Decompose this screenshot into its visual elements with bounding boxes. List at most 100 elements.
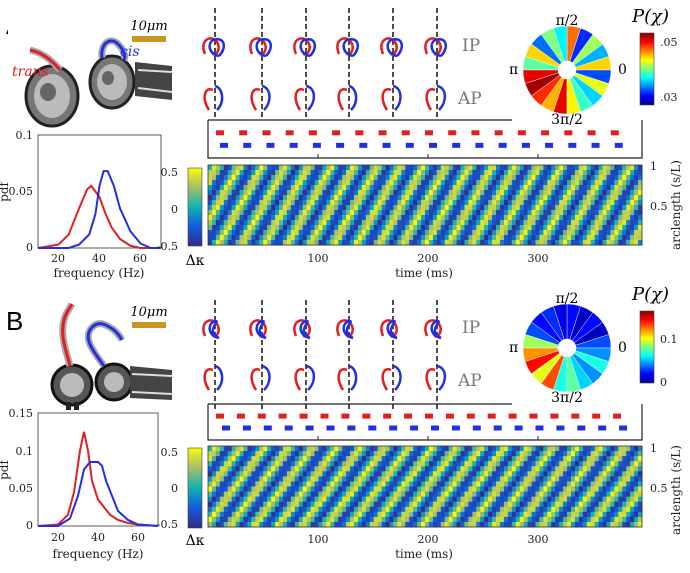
kymo-cell — [413, 225, 418, 231]
kymo-cell — [440, 501, 446, 508]
kymo-cell — [338, 516, 343, 523]
kymo-cell — [610, 521, 615, 528]
kymo-cell — [271, 446, 276, 452]
kymo-cell — [286, 225, 292, 231]
kymo-cell — [361, 491, 367, 498]
kymo-cell — [464, 190, 469, 196]
kymo-cell — [523, 165, 529, 171]
kymo-cell — [310, 225, 316, 231]
kymo-cell — [527, 230, 533, 236]
kymo-cell — [243, 446, 248, 452]
kymo-cell — [567, 476, 572, 482]
kymo-cell — [492, 511, 497, 518]
kymo-cell — [326, 170, 331, 176]
kymo-cell — [417, 451, 422, 457]
kymo-cell — [417, 466, 422, 472]
kymo-cell — [377, 170, 383, 176]
kymo-cell — [436, 506, 442, 513]
kymo-cell — [275, 185, 280, 191]
raster-dash-red — [341, 413, 350, 419]
kymo-cell — [282, 180, 288, 186]
kymo-cell — [602, 170, 607, 176]
kymo-cell — [401, 456, 406, 462]
kymo-cell — [357, 180, 363, 186]
kymo-cell — [626, 190, 631, 196]
kymo-cell — [275, 200, 280, 206]
kymo-cell — [223, 476, 229, 482]
kymo-cell — [330, 456, 335, 462]
kymo-cell — [519, 170, 525, 176]
kymo-cell — [231, 466, 237, 472]
kymo-cell — [286, 180, 292, 186]
kymo-cell — [251, 230, 256, 236]
kymo-cell — [263, 456, 268, 462]
kymo-cell — [523, 456, 529, 462]
trans-flagellum — [380, 37, 398, 56]
kymo-cell — [460, 496, 465, 503]
kymo-cell — [515, 170, 521, 176]
kymo-cell — [235, 165, 241, 171]
kymo-cell — [353, 210, 359, 216]
raster-dash-red — [610, 130, 619, 136]
kymo-cell — [393, 476, 398, 482]
kymo-cell — [539, 180, 544, 186]
kymo-cell — [385, 466, 390, 472]
kymo-cell — [460, 491, 465, 498]
kymo-cell — [290, 496, 296, 503]
kymo-cell — [338, 456, 343, 462]
kymo-cell — [578, 165, 584, 171]
kymo-cell — [393, 521, 398, 528]
kymo-cell — [298, 476, 304, 482]
kymo-cell — [279, 501, 284, 508]
kymo-cell — [259, 215, 264, 221]
kymo-cell — [440, 516, 446, 523]
kymo-cell — [405, 165, 410, 171]
kymo-cell — [239, 476, 245, 482]
kymo-cell — [314, 180, 319, 186]
kymo-cell — [570, 190, 576, 196]
kymo-cell — [369, 491, 375, 498]
kymo-cell — [515, 175, 521, 181]
kymo-cell — [492, 230, 497, 236]
cis-label: cis — [120, 44, 140, 60]
kymo-cell — [488, 476, 493, 482]
kymo-cell — [578, 461, 584, 467]
kymo-cell — [251, 511, 256, 518]
kymo-cell — [314, 175, 319, 181]
kymo-cell — [405, 481, 410, 487]
kymo-cell — [306, 170, 312, 176]
cis-flagellum — [305, 84, 316, 111]
kymo-cell — [208, 175, 213, 181]
kymo-cell — [271, 200, 276, 206]
kymo-cell — [421, 190, 426, 196]
kymo-cell — [302, 175, 308, 181]
kymo-cell — [484, 511, 489, 518]
kymo-cell — [436, 501, 442, 508]
kymo-cell — [353, 175, 359, 181]
kymo-cell — [515, 220, 521, 226]
kymo-cell — [515, 180, 521, 186]
kymo-cell — [373, 501, 379, 508]
kymo-cell — [539, 230, 544, 236]
kymo-cell — [428, 235, 434, 241]
kymo-cell — [456, 446, 462, 452]
kymo-cell — [223, 205, 229, 211]
kymo-cell — [574, 451, 580, 457]
kymo-cell — [440, 471, 446, 477]
kymo-cell — [211, 200, 217, 206]
raster-dash-blue — [312, 142, 321, 148]
kymo-cell — [413, 200, 418, 206]
kymo-cell — [306, 511, 312, 518]
kymo-cell — [413, 461, 418, 467]
kymo-cell — [310, 496, 316, 503]
kymo-cell — [634, 215, 639, 221]
kymo-cell — [279, 481, 284, 487]
kymo-cell — [353, 205, 359, 211]
kymo-cell — [381, 486, 387, 493]
kymo-cell — [235, 446, 241, 452]
kymo-cell — [361, 471, 367, 477]
kymo-cell — [330, 190, 335, 196]
kymo-cell — [219, 230, 225, 236]
kymo-cell — [598, 210, 604, 216]
kymo-cell — [243, 456, 248, 462]
